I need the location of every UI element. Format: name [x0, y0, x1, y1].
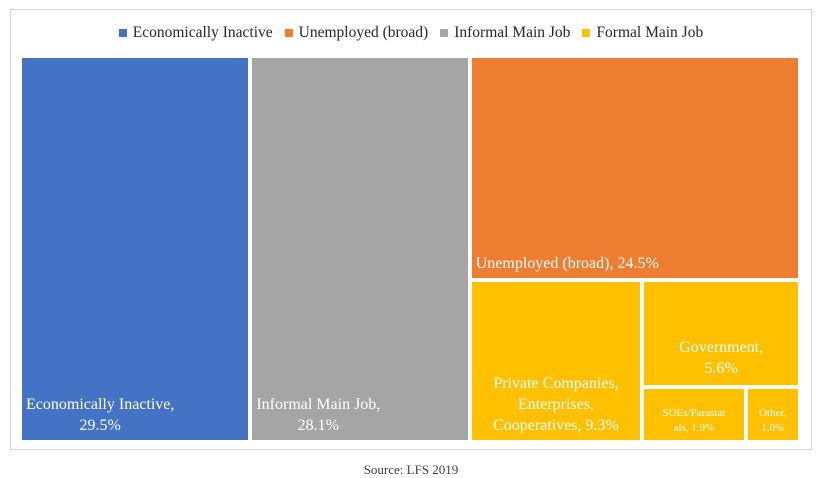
tile-label: Informal Main Job, 28.1%	[256, 396, 381, 434]
tile-label: Private Companies, Enterprises, Cooperat…	[493, 374, 619, 434]
tile-soes-parastatals: SOEs/Parastat als, 1.9%	[642, 386, 746, 442]
legend-label: Economically Inactive	[132, 24, 273, 41]
legend-item-unemployed-broad: Unemployed (broad)	[284, 24, 429, 42]
tile-label: Economically Inactive, 29.5%	[26, 396, 175, 434]
tile-label: Unemployed (broad), 24.5%	[475, 254, 659, 272]
legend: Economically Inactive Unemployed (broad) I…	[11, 20, 811, 46]
legend-item-informal-main-job: Informal Main Job	[440, 24, 570, 42]
legend-item-formal-main-job: Formal Main Job	[582, 24, 703, 42]
tile-unemployed-broad: Unemployed (broad), 24.5%	[469, 56, 800, 280]
legend-label: Formal Main Job	[596, 24, 704, 41]
tile-informal-main-job: Informal Main Job, 28.1%	[250, 56, 470, 442]
tile-economically-inactive: Economically Inactive, 29.5%	[20, 56, 251, 442]
legend-swatch	[582, 29, 591, 37]
tile-other: Other, 1.0%	[745, 386, 800, 442]
legend-swatch	[118, 29, 127, 37]
legend-item-economically-inactive: Economically Inactive	[118, 24, 273, 42]
legend-swatch	[284, 29, 293, 37]
tile-government: Government, 5.6%	[642, 279, 800, 387]
tile-label: Government, 5.6%	[679, 338, 764, 377]
tile-private-companies-enterprises-cooperatives: Private Companies, Enterprises, Cooperat…	[469, 279, 643, 442]
tile-label: SOEs/Parastat als, 1.9%	[662, 406, 726, 434]
legend-label: Informal Main Job	[454, 24, 571, 41]
treemap: Economically Inactive, 29.5% Informal Mai…	[20, 56, 800, 442]
chart-source-note: Source: LFS 2019	[363, 462, 459, 477]
legend-swatch	[440, 29, 449, 37]
legend-label: Unemployed (broad)	[298, 24, 429, 41]
tile-label: Other, 1.0%	[759, 406, 787, 434]
